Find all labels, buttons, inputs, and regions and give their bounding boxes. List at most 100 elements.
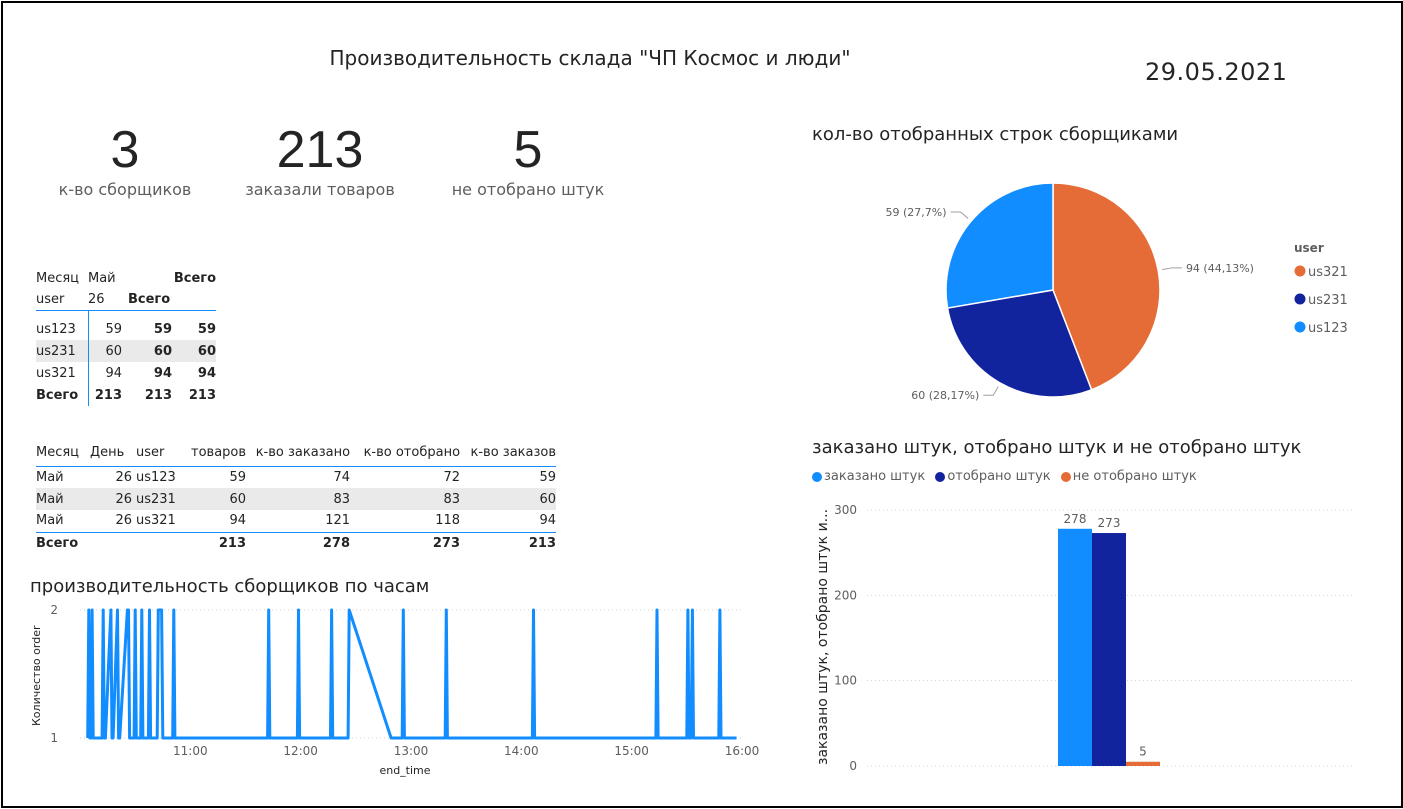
matrix-header-cell: Всего (128, 291, 171, 307)
kpi-card-not-picked: 5 не отобрано штук (423, 120, 633, 199)
detail-cell: 213 (218, 535, 247, 551)
kpi-value: 3 (110, 121, 140, 179)
pie-slice-us321[interactable] (1052, 182, 1161, 391)
table-row: us123 59 59 59 (36, 318, 216, 340)
matrix-cell: 59 (105, 321, 122, 337)
detail-cell: Май (36, 491, 64, 507)
bar-1[interactable] (1058, 528, 1092, 766)
matrix-header-cell (128, 268, 172, 289)
line-x-tick-label: 12:00 (283, 744, 318, 758)
bar-y-tick-label: 100 (834, 674, 857, 688)
line-x-tick-label: 13:00 (394, 744, 429, 758)
pie-data-label: 60 (28,17%) (911, 389, 979, 402)
pie-slice-us231[interactable] (946, 289, 1093, 398)
kpi-card-ordered: 213 заказали товаров (215, 120, 425, 199)
kpi-value: 5 (513, 121, 543, 179)
pie-legend-label[interactable]: us123 (1308, 321, 1348, 336)
matrix-cell: 59 (197, 321, 216, 337)
line-y-tick-label: 1 (50, 731, 58, 745)
bar-data-label: 273 (1098, 516, 1121, 530)
legend-label: не отобрано штук (1072, 469, 1197, 484)
detail-table: Месяц День user товаров к-во заказано к-… (36, 440, 557, 554)
detail-cell: 72 (443, 469, 461, 485)
bar-chart-legend: заказано штук отобрано штук не отобрано … (812, 469, 1197, 484)
line-y-axis-label: Количество order (30, 625, 43, 726)
report-date: 29.05.2021 (1145, 58, 1288, 86)
line-x-axis-label: end_time (379, 764, 430, 777)
detail-header-cell: user (136, 445, 165, 461)
pie-data-label: 94 (44,13%) (1186, 262, 1254, 275)
detail-cell (90, 532, 136, 554)
kpi-label: заказали товаров (245, 180, 395, 199)
detail-cell: Май (36, 469, 64, 485)
matrix-header-row: user 26 Всего (36, 289, 216, 310)
pie-legend-label[interactable]: us321 (1308, 265, 1348, 280)
matrix-cell: Всего (36, 384, 89, 406)
bar-data-label: 278 (1064, 512, 1087, 526)
detail-cell: 273 (432, 535, 461, 551)
line-x-tick-label: 16:00 (725, 744, 760, 758)
legend-dot-icon (812, 471, 822, 482)
detail-cell: 60 (229, 491, 247, 507)
detail-header-cell: к-во заказано (255, 445, 351, 461)
matrix-cell: 94 (153, 365, 172, 381)
matrix-cell: us231 (36, 340, 89, 362)
bar-2[interactable] (1092, 533, 1126, 766)
matrix-header-cell (172, 289, 216, 310)
table-row: us231 60 60 60 (36, 340, 216, 362)
pie-chart: 94 (44,13%) 60 (28,17%) 59 (27,7%) user us3… (885, 182, 1348, 402)
legend-dot-icon (1294, 293, 1306, 305)
table-total-row: Всего 213 278 273 213 (36, 532, 556, 554)
matrix-cell: 60 (105, 343, 122, 359)
kpi-label: к-во сборщиков (58, 180, 192, 199)
legend-dot-icon (1060, 471, 1071, 482)
table-row: Май 26 us231 60 83 83 60 (36, 488, 557, 510)
detail-header-cell: День (90, 445, 125, 461)
report-title: Производительность склада "ЧП Космос и л… (329, 46, 851, 70)
legend-dot-icon (935, 471, 946, 482)
detail-cell: Всего (36, 535, 79, 551)
pie-leader-line (983, 386, 999, 396)
detail-cell: 26 (115, 469, 132, 485)
bar-y-axis-label: заказано штук, отобрано штук и... (815, 509, 831, 765)
detail-header-cell: товаров (191, 445, 247, 461)
matrix-header-cell: Всего (173, 271, 216, 286)
pie-slice-us123[interactable] (945, 182, 1054, 309)
kpi-card-pickers: 3 к-во сборщиков (20, 120, 230, 199)
bar-y-tick-label: 300 (834, 503, 857, 517)
pie-leader-line (1162, 267, 1182, 271)
bar-data-label: 5 (1139, 745, 1147, 759)
detail-header-cell: Месяц (36, 445, 80, 461)
matrix-header-cell: 26 (88, 291, 105, 307)
detail-cell: 213 (528, 535, 557, 551)
pie-legend-label[interactable]: us231 (1308, 293, 1348, 308)
detail-cell: 26 (115, 491, 132, 507)
detail-cell: 118 (435, 513, 461, 529)
detail-cell (136, 532, 191, 554)
line-chart: 1 2 11:00 12:00 13:00 14:00 15:00 16:00 Количес… (30, 603, 760, 777)
bar-y-tick-label: 200 (834, 588, 857, 602)
detail-cell: Май (36, 513, 64, 529)
matrix-header-cell: Месяц (36, 271, 80, 286)
legend-dot-icon (1294, 265, 1306, 277)
detail-cell: 60 (539, 491, 557, 507)
detail-cell: us231 (136, 491, 176, 507)
matrix-cell: us123 (36, 318, 89, 340)
matrix-header-cell: user (36, 291, 65, 307)
bar-3[interactable] (1126, 761, 1160, 766)
matrix-cell: 213 (188, 387, 216, 403)
line-x-tick-label: 11:00 (173, 744, 208, 758)
bar-chart: 0 100 200 300 278 273 5 заказано штук, отобра… (815, 503, 1353, 773)
matrix-header-row: Месяц Май Всего (36, 268, 216, 289)
line-chart-title: производительность сборщиков по часам (30, 576, 430, 597)
detail-cell: 94 (229, 513, 247, 529)
detail-cell: us321 (136, 513, 176, 529)
detail-cell: 74 (333, 469, 351, 485)
line-x-tick-label: 14:00 (504, 744, 539, 758)
matrix-cell: 94 (197, 365, 216, 381)
matrix-cell: 213 (94, 387, 122, 403)
detail-cell: 83 (443, 491, 461, 507)
detail-header-cell: к-во заказов (470, 445, 557, 461)
detail-cell: us123 (136, 469, 176, 485)
